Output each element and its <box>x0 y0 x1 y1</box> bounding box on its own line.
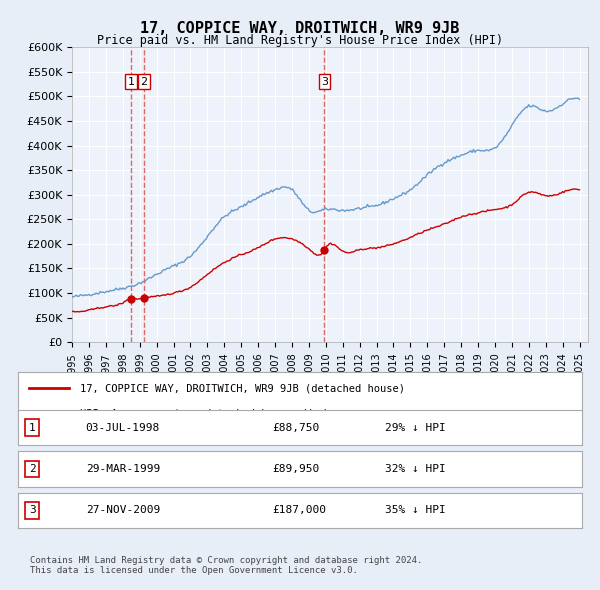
Text: 2: 2 <box>29 464 35 474</box>
Text: 17, COPPICE WAY, DROITWICH, WR9 9JB: 17, COPPICE WAY, DROITWICH, WR9 9JB <box>140 21 460 35</box>
Text: 29-MAR-1999: 29-MAR-1999 <box>86 464 160 474</box>
Text: 1: 1 <box>29 423 35 432</box>
Text: Price paid vs. HM Land Registry's House Price Index (HPI): Price paid vs. HM Land Registry's House … <box>97 34 503 47</box>
Text: £187,000: £187,000 <box>272 506 326 515</box>
Text: 27-NOV-2009: 27-NOV-2009 <box>86 506 160 515</box>
Text: 29% ↓ HPI: 29% ↓ HPI <box>385 423 445 432</box>
Text: 35% ↓ HPI: 35% ↓ HPI <box>385 506 445 515</box>
Text: HPI: Average price, detached house, Wychavon: HPI: Average price, detached house, Wych… <box>80 409 355 419</box>
Text: £88,750: £88,750 <box>272 423 319 432</box>
Text: £89,950: £89,950 <box>272 464 319 474</box>
Text: 1: 1 <box>128 77 135 87</box>
Text: 3: 3 <box>29 506 35 515</box>
Text: 32% ↓ HPI: 32% ↓ HPI <box>385 464 445 474</box>
Text: 03-JUL-1998: 03-JUL-1998 <box>86 423 160 432</box>
Text: 3: 3 <box>321 77 328 87</box>
Text: Contains HM Land Registry data © Crown copyright and database right 2024.
This d: Contains HM Land Registry data © Crown c… <box>30 556 422 575</box>
Text: 17, COPPICE WAY, DROITWICH, WR9 9JB (detached house): 17, COPPICE WAY, DROITWICH, WR9 9JB (det… <box>80 384 405 393</box>
Text: 2: 2 <box>140 77 148 87</box>
